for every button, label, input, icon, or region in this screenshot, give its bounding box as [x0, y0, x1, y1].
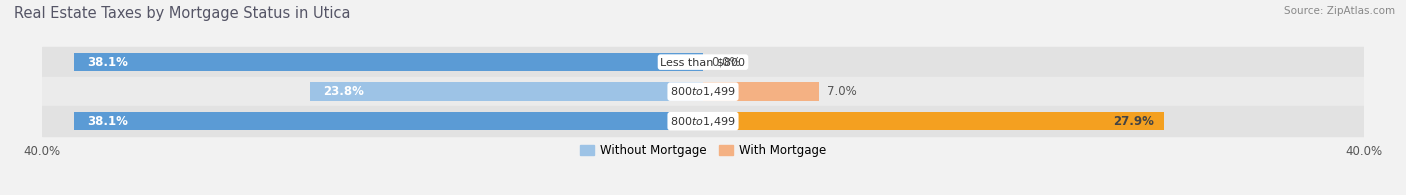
- Text: 23.8%: 23.8%: [323, 85, 364, 98]
- Text: 27.9%: 27.9%: [1114, 115, 1154, 128]
- Bar: [703, 112, 1164, 130]
- Bar: [73, 112, 703, 130]
- Text: 38.1%: 38.1%: [87, 56, 128, 69]
- Bar: [309, 82, 703, 101]
- Bar: [42, 106, 1364, 136]
- Text: Real Estate Taxes by Mortgage Status in Utica: Real Estate Taxes by Mortgage Status in …: [14, 6, 350, 21]
- Text: $800 to $1,499: $800 to $1,499: [671, 85, 735, 98]
- Text: 7.0%: 7.0%: [827, 85, 856, 98]
- Bar: [42, 47, 1364, 77]
- Text: 0.0%: 0.0%: [711, 56, 741, 69]
- Text: 38.1%: 38.1%: [87, 115, 128, 128]
- Legend: Without Mortgage, With Mortgage: Without Mortgage, With Mortgage: [575, 139, 831, 162]
- Bar: [42, 77, 1364, 106]
- Text: Less than $800: Less than $800: [661, 57, 745, 67]
- Bar: [703, 82, 818, 101]
- Text: Source: ZipAtlas.com: Source: ZipAtlas.com: [1284, 6, 1395, 16]
- Text: $800 to $1,499: $800 to $1,499: [671, 115, 735, 128]
- Bar: [73, 53, 703, 71]
